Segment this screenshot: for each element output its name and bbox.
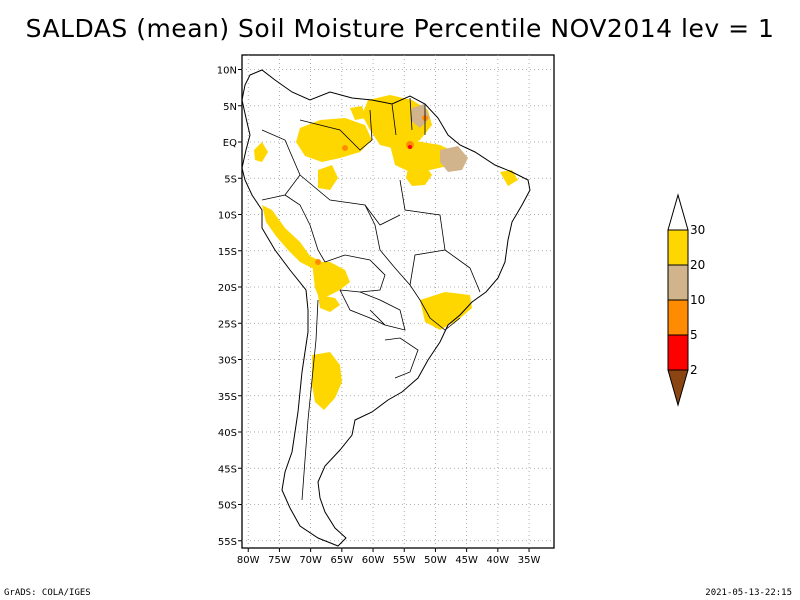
south-america-coastline [241, 69, 531, 547]
soil-moisture-shading [254, 95, 518, 410]
border-colombia [261, 129, 301, 201]
border-venezuela [299, 109, 373, 151]
border-chile-argentina [301, 299, 319, 501]
shading-dot-4 [342, 145, 348, 151]
colorbar-label-20: 20 [690, 258, 705, 272]
shading-dot-3 [315, 259, 321, 265]
shading-patch-northeast [500, 170, 518, 186]
lat-tick-label: 30S [218, 356, 237, 367]
shading-patch-amazon-east [390, 140, 455, 172]
lon-tick-label: 55W [393, 555, 416, 566]
lat-tick-label: 40S [218, 428, 237, 439]
colorbar-label-2: 2 [690, 363, 698, 377]
border-uruguay [384, 337, 419, 379]
map-frame [241, 54, 555, 549]
lon-tick-label: 50W [424, 555, 447, 566]
gridlines [242, 55, 554, 548]
colorbar-band-10 [667, 299, 689, 336]
lon-tick-label: 65W [331, 555, 354, 566]
lon-tick-label: 70W [299, 555, 322, 566]
shading-patch-argentina [312, 352, 342, 410]
shading-patch-maranhao [440, 146, 468, 172]
colorbar-label-10: 10 [690, 293, 705, 307]
lat-tick-label: 5S [224, 174, 237, 185]
lon-tick-label: 75W [268, 555, 291, 566]
lat-tick-label: 20S [218, 283, 237, 294]
chart-title: SALDAS (mean) Soil Moisture Percentile N… [25, 14, 775, 43]
colorbar-band-30 [667, 229, 689, 266]
lon-tick-label: 35W [518, 555, 541, 566]
colorbar-band-20 [667, 264, 689, 301]
border-argentina-north [339, 289, 386, 326]
lat-tick-label: 5N [223, 102, 237, 113]
lat-tick-label: 25S [218, 319, 237, 330]
lat-tick-label: 15S [218, 247, 237, 258]
colorbar-band-5 [667, 334, 689, 371]
colorbar-label-5: 5 [690, 328, 698, 342]
border-guyanas [391, 97, 426, 136]
border-brazil [299, 174, 461, 331]
country-borders [261, 97, 481, 501]
lon-tick-label: 40W [487, 555, 510, 566]
lat-tick-label: EQ [223, 138, 237, 149]
colorbar-label-30: 30 [690, 223, 705, 237]
shading-patch-para [406, 165, 432, 186]
lat-tick-label: 10N [217, 66, 237, 77]
lon-tick-label: 60W [362, 555, 385, 566]
lon-tick-label: 45W [455, 555, 478, 566]
shading-patch-amazon-north [296, 118, 372, 162]
lat-tick-label: 45S [218, 464, 237, 475]
shading-dot-red [408, 145, 412, 149]
shading-patch-west-amazon [318, 165, 338, 190]
lat-tick-label: 50S [218, 501, 237, 512]
shading-patch-amapa [350, 106, 366, 120]
shading-patch-colombia [254, 142, 268, 162]
border-peru [284, 194, 326, 263]
lat-tick-label: 55S [218, 537, 237, 548]
axis-ticks: 10N 5N EQ 5S 10S 15S 20S 25S 30S 35S 40S 45S 50S 55S8… [217, 66, 541, 567]
lat-tick-label: 35S [218, 392, 237, 403]
coastlines [241, 69, 531, 547]
lon-tick-label: 80W [237, 555, 260, 566]
shading-patch-peru-coast [262, 205, 322, 270]
shading-patch-bolivia [312, 262, 350, 300]
colorbar-cap-top [667, 193, 689, 231]
shading-patch-chaco [318, 295, 340, 312]
border-paraguay [359, 291, 406, 331]
footer-timestamp: 2021-05-13-22:15 [705, 588, 792, 598]
colorbar-cap-bottom [667, 369, 689, 407]
footer-credit: GrADS: COLA/IGES [4, 588, 91, 598]
lat-tick-label: 10S [218, 211, 237, 222]
colorbar: 30 20 10 5 2 [667, 193, 705, 407]
border-brazil-states [364, 179, 481, 293]
